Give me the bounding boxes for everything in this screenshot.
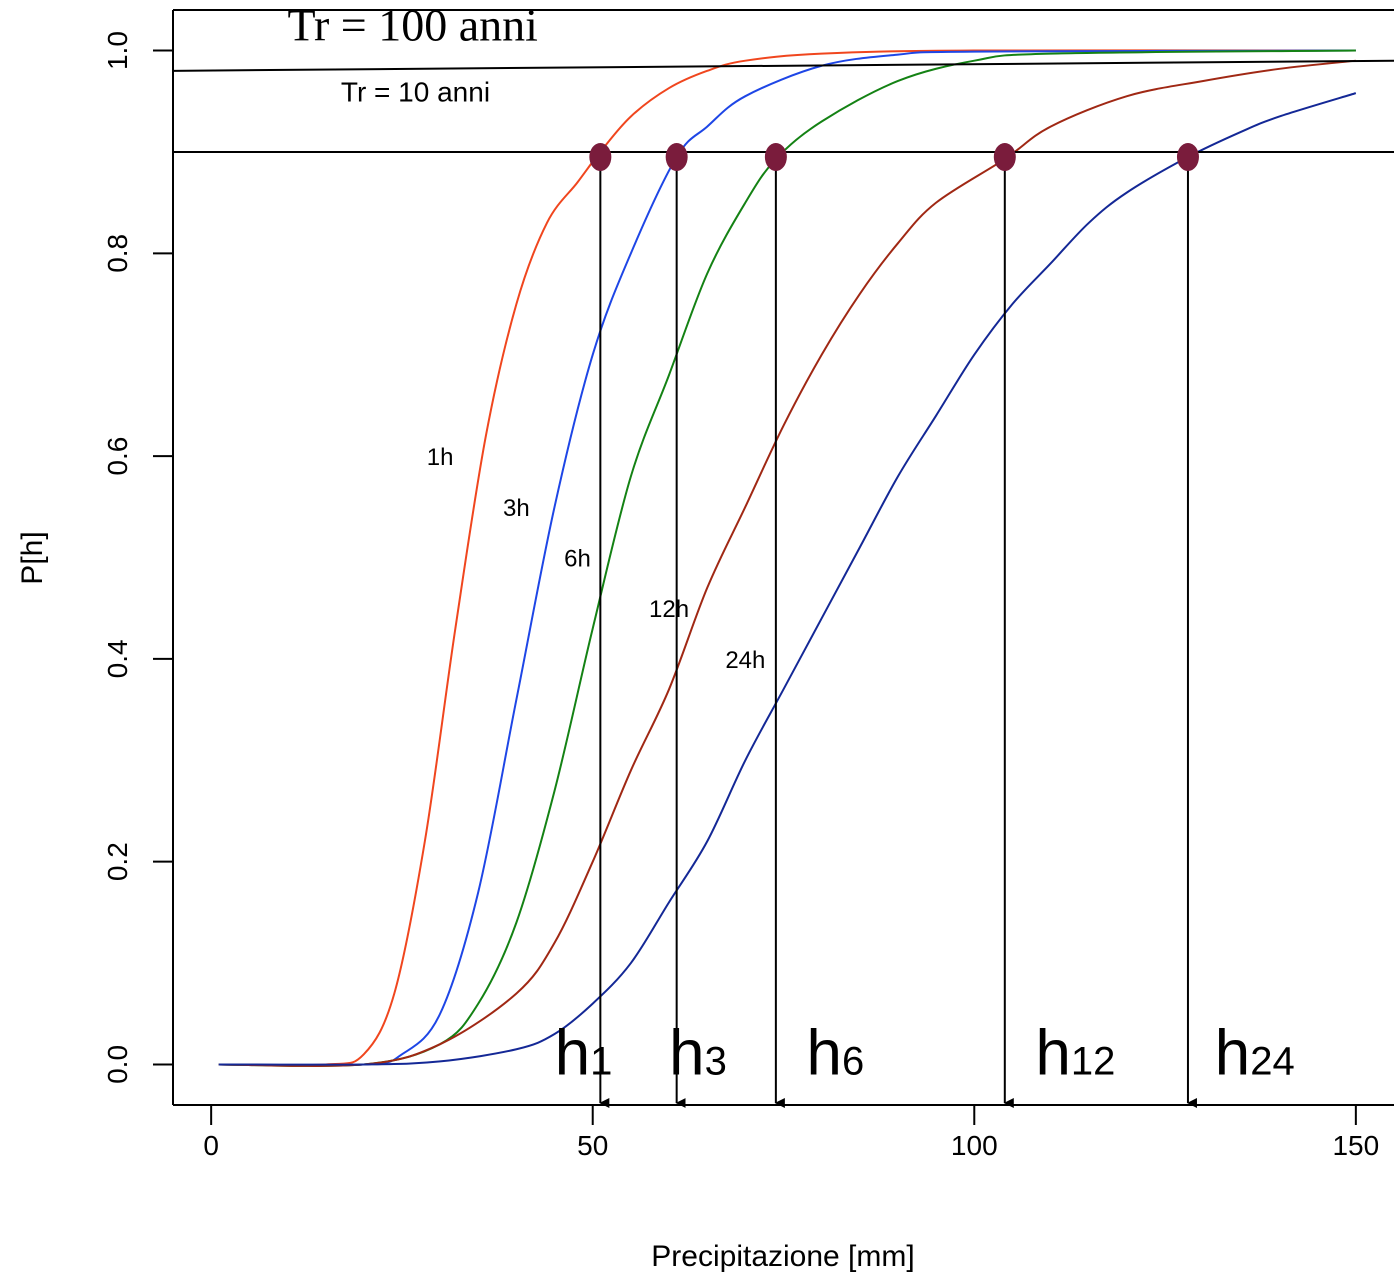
h-subscript: 6 bbox=[842, 1040, 864, 1084]
tr10-label: Tr = 10 anni bbox=[341, 76, 490, 107]
intersection-marker-2 bbox=[665, 143, 688, 172]
h-letter: h bbox=[1215, 1017, 1251, 1089]
series-layer bbox=[218, 49, 1357, 1067]
y-tick-label: 1.0 bbox=[102, 31, 133, 70]
intersection-marker-4 bbox=[993, 143, 1016, 172]
reference-line-tr100 bbox=[173, 59, 1394, 72]
h-subscript: 3 bbox=[705, 1040, 727, 1084]
h-letter: h bbox=[806, 1017, 842, 1089]
h24-label: h24 bbox=[1215, 1017, 1295, 1089]
h1-label: h1 bbox=[555, 1017, 613, 1089]
x-tick-label: 0 bbox=[203, 1130, 219, 1161]
markers-layer bbox=[589, 143, 1199, 172]
series-line-3h bbox=[218, 49, 1356, 1067]
x-tick-label: 150 bbox=[1332, 1130, 1379, 1161]
h-letter: h bbox=[555, 1017, 591, 1089]
intersection-marker-1 bbox=[589, 143, 612, 172]
y-axis-title: P[h] bbox=[16, 531, 49, 584]
x-tick-label: 50 bbox=[577, 1130, 608, 1161]
y-tick-label: 0.8 bbox=[102, 234, 133, 273]
series-label-24h: 24h bbox=[725, 647, 765, 674]
y-tick-label: 0.4 bbox=[102, 639, 133, 678]
h12-label: h12 bbox=[1035, 1017, 1115, 1089]
series-label-1h: 1h bbox=[427, 444, 454, 471]
h-subscript: 12 bbox=[1071, 1040, 1116, 1084]
h-subscript: 24 bbox=[1250, 1040, 1295, 1084]
h-subscript: 1 bbox=[590, 1040, 612, 1084]
series-line-24h bbox=[218, 92, 1357, 1066]
h-letter: h bbox=[669, 1017, 705, 1089]
series-line-1h bbox=[218, 49, 1356, 1067]
series-label-6h: 6h bbox=[564, 546, 591, 573]
series-line-12h bbox=[218, 59, 1356, 1067]
x-tick-label: 100 bbox=[951, 1130, 998, 1161]
h6-label: h6 bbox=[806, 1017, 864, 1089]
drop-arrows-layer bbox=[599, 157, 1197, 1108]
axes-layer: 0 50 100 150 0.0 0.2 0.4 0.6 0.8 1.0 bbox=[102, 9, 1394, 1161]
intersection-marker-5 bbox=[1176, 143, 1199, 172]
y-tick-label: 0.6 bbox=[102, 437, 133, 476]
series-label-12h: 12h bbox=[649, 596, 689, 623]
intersection-marker-3 bbox=[764, 143, 787, 172]
tr100-label: Tr = 100 anni bbox=[287, 0, 537, 50]
h-letter: h bbox=[1035, 1017, 1071, 1089]
y-tick-label: 0.0 bbox=[102, 1045, 133, 1084]
series-label-3h: 3h bbox=[503, 495, 530, 522]
y-tick-label: 0.2 bbox=[102, 842, 133, 881]
series-line-6h bbox=[218, 49, 1356, 1067]
x-axis-title: Precipitazione [mm] bbox=[651, 1240, 914, 1273]
h3-label: h3 bbox=[669, 1017, 727, 1089]
